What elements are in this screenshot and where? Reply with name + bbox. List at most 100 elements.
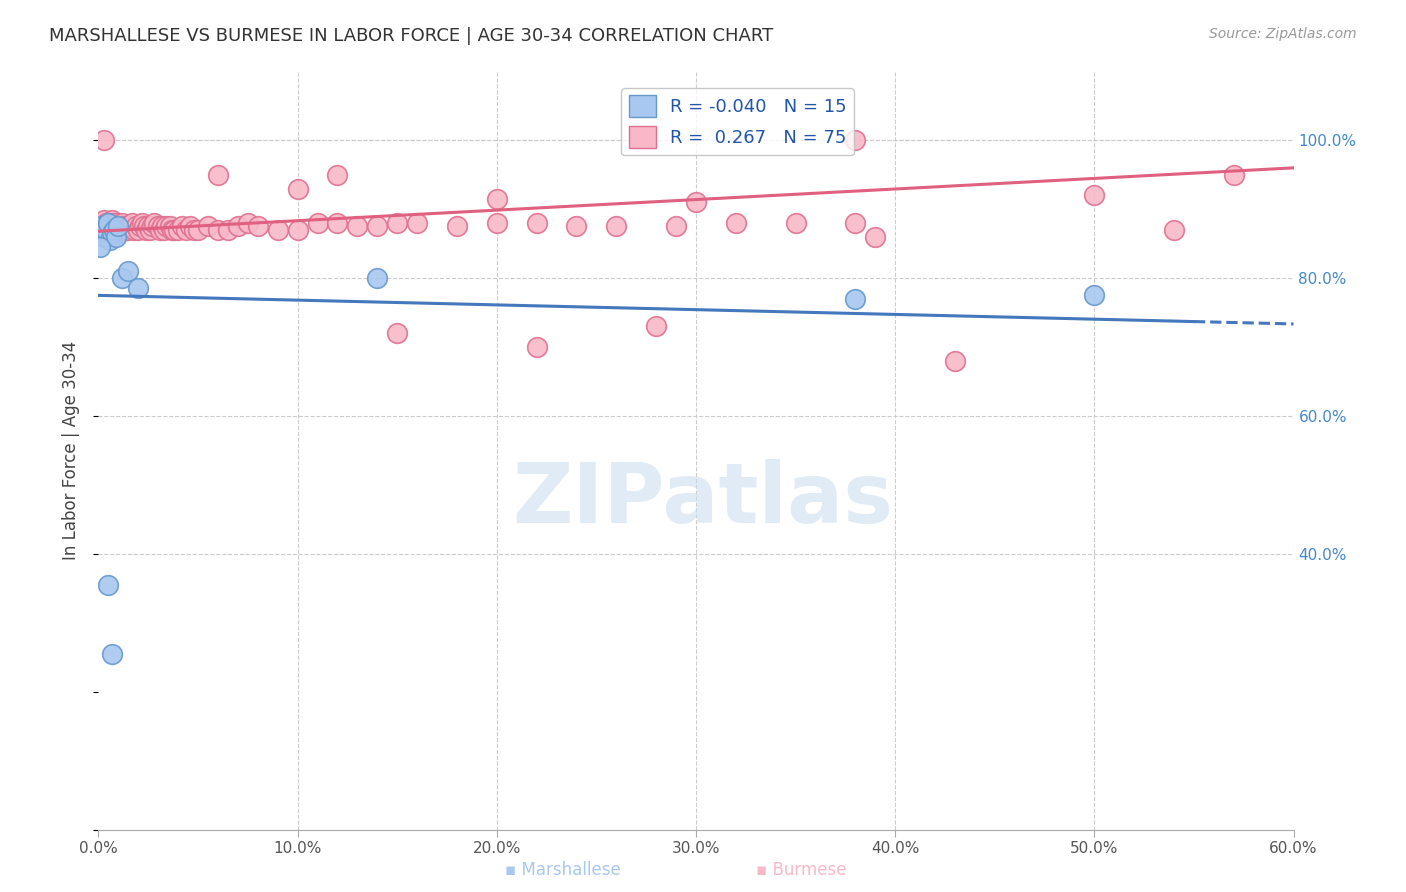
Point bbox=[1163, 223, 1185, 237]
Point bbox=[406, 216, 429, 230]
Point bbox=[665, 219, 688, 234]
Point bbox=[844, 133, 866, 147]
Point bbox=[101, 227, 124, 241]
Point bbox=[150, 219, 173, 234]
Point bbox=[103, 219, 125, 234]
Point bbox=[93, 133, 115, 147]
Point bbox=[167, 223, 190, 237]
Point bbox=[112, 219, 135, 234]
Point bbox=[226, 219, 249, 234]
Point bbox=[91, 219, 114, 234]
Point bbox=[135, 223, 157, 237]
Point bbox=[121, 216, 143, 230]
Point bbox=[605, 219, 627, 234]
Point bbox=[101, 212, 124, 227]
Point bbox=[160, 223, 183, 237]
Point bbox=[197, 219, 219, 234]
Point bbox=[179, 219, 201, 234]
Point bbox=[287, 223, 309, 237]
Point bbox=[139, 223, 162, 237]
Point bbox=[172, 219, 194, 234]
Point bbox=[844, 216, 866, 230]
Point bbox=[141, 219, 163, 234]
Point bbox=[246, 219, 269, 234]
Y-axis label: In Labor Force | Age 30-34: In Labor Force | Age 30-34 bbox=[62, 341, 80, 560]
Point bbox=[485, 216, 508, 230]
Point bbox=[565, 219, 588, 234]
Point bbox=[485, 192, 508, 206]
Point bbox=[98, 216, 122, 230]
Text: ▪ Marshallese: ▪ Marshallese bbox=[505, 861, 620, 879]
Point bbox=[96, 223, 118, 237]
Point bbox=[98, 233, 122, 247]
Point bbox=[155, 219, 177, 234]
Point bbox=[267, 223, 290, 237]
Point bbox=[149, 223, 172, 237]
Point bbox=[865, 229, 887, 244]
Text: Source: ZipAtlas.com: Source: ZipAtlas.com bbox=[1209, 27, 1357, 41]
Point bbox=[111, 271, 134, 285]
Point bbox=[97, 578, 120, 592]
Point bbox=[97, 216, 120, 230]
Point bbox=[89, 240, 111, 254]
Point bbox=[125, 219, 148, 234]
Point bbox=[97, 216, 120, 230]
Point bbox=[163, 223, 186, 237]
Point bbox=[105, 229, 128, 244]
Point bbox=[105, 216, 128, 230]
Point bbox=[107, 227, 129, 241]
Point bbox=[91, 219, 114, 234]
Point bbox=[148, 219, 170, 234]
Point bbox=[366, 219, 388, 234]
Point bbox=[93, 212, 115, 227]
Point bbox=[1083, 188, 1105, 202]
Point bbox=[685, 195, 707, 210]
Point bbox=[127, 223, 149, 237]
Point bbox=[1223, 168, 1246, 182]
Point bbox=[207, 223, 229, 237]
Point bbox=[124, 223, 146, 237]
Point bbox=[526, 216, 548, 230]
Point bbox=[96, 216, 118, 230]
Point bbox=[101, 647, 124, 661]
Point bbox=[446, 219, 468, 234]
Point bbox=[117, 223, 139, 237]
Point bbox=[136, 219, 159, 234]
Text: ZIPatlas: ZIPatlas bbox=[513, 459, 893, 540]
Text: ▪ Burmese: ▪ Burmese bbox=[756, 861, 846, 879]
Point bbox=[159, 219, 181, 234]
Point bbox=[385, 216, 409, 230]
Point bbox=[97, 219, 120, 234]
Point bbox=[129, 219, 152, 234]
Point bbox=[143, 216, 166, 230]
Point bbox=[943, 354, 966, 368]
Point bbox=[101, 219, 124, 234]
Point bbox=[134, 219, 156, 234]
Point bbox=[111, 216, 134, 230]
Point bbox=[107, 219, 129, 234]
Point bbox=[107, 219, 129, 234]
Point bbox=[207, 168, 229, 182]
Point bbox=[98, 219, 122, 234]
Point bbox=[105, 219, 128, 234]
Point bbox=[131, 216, 153, 230]
Point bbox=[110, 223, 132, 237]
Point bbox=[645, 319, 668, 334]
Point bbox=[127, 281, 149, 295]
Point bbox=[103, 223, 125, 237]
Point bbox=[724, 216, 747, 230]
Point bbox=[120, 219, 142, 234]
Point bbox=[174, 223, 197, 237]
Point bbox=[366, 271, 388, 285]
Point bbox=[115, 223, 138, 237]
Point bbox=[183, 223, 205, 237]
Point bbox=[346, 219, 368, 234]
Point bbox=[117, 264, 139, 278]
Point bbox=[217, 223, 239, 237]
Point bbox=[236, 216, 259, 230]
Point bbox=[785, 216, 807, 230]
Point bbox=[326, 216, 349, 230]
Point bbox=[96, 223, 118, 237]
Point bbox=[385, 326, 409, 341]
Point bbox=[187, 223, 209, 237]
